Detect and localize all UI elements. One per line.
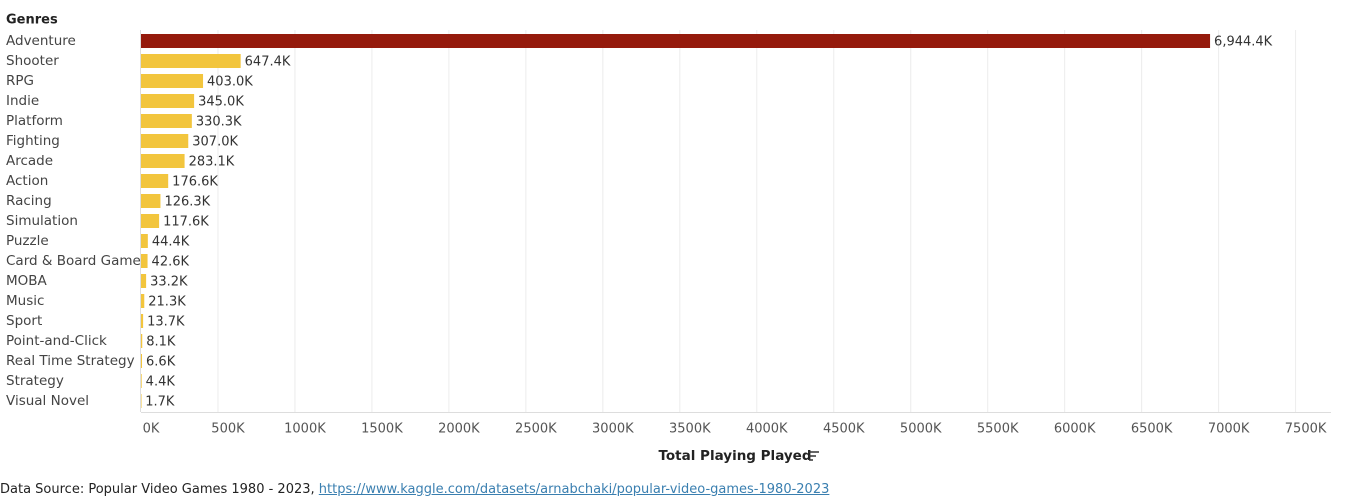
category-label: Action (6, 173, 48, 189)
value-label: 176.6K (172, 175, 218, 190)
category-label: Point-and-Click (6, 333, 107, 349)
value-label: 33.2K (150, 275, 188, 290)
x-tick-label: 2500K (515, 422, 557, 437)
category-axis-title: Genres (6, 13, 58, 28)
category-label: Adventure (6, 33, 76, 49)
value-label: 345.0K (198, 95, 244, 110)
category-label: MOBA (6, 273, 48, 289)
bar (141, 194, 161, 208)
bar (141, 394, 142, 408)
bar (141, 154, 185, 168)
bar (141, 74, 204, 88)
bar (141, 54, 241, 68)
category-label: Sport (6, 313, 42, 329)
value-label: 1.7K (145, 395, 175, 410)
category-label: Puzzle (6, 233, 49, 249)
category-label: Visual Novel (6, 393, 89, 409)
bar (141, 174, 169, 188)
bar (141, 294, 145, 308)
bar (141, 334, 143, 348)
bar (141, 314, 144, 328)
category-label: Arcade (6, 153, 53, 169)
category-label: Indie (6, 93, 39, 109)
x-tick-label: 500K (211, 422, 245, 437)
value-label: 330.3K (196, 115, 242, 130)
category-label: Shooter (6, 53, 59, 69)
category-label: Real Time Strategy (6, 353, 135, 369)
x-tick-label: 6000K (1054, 422, 1096, 437)
value-label: 4.4K (146, 375, 176, 390)
value-label: 307.0K (192, 135, 238, 150)
value-label: 44.4K (152, 235, 190, 250)
x-tick-label: 5000K (900, 422, 942, 437)
bar (141, 374, 142, 388)
x-tick-label: 6500K (1131, 422, 1173, 437)
x-tick-label: 3500K (669, 422, 711, 437)
x-tick-label: 0K (143, 422, 160, 437)
source-label: Data Source: (0, 482, 85, 497)
bar (141, 254, 148, 268)
x-tick-label: 7000K (1208, 422, 1250, 437)
x-tick-label: 3000K (592, 422, 634, 437)
x-tick-label: 1500K (361, 422, 403, 437)
bar (141, 134, 189, 148)
value-label: 6.6K (146, 355, 176, 370)
category-label: Strategy (6, 373, 64, 389)
sort-icon[interactable] (809, 451, 819, 461)
category-label: Fighting (6, 133, 60, 149)
footer: Data Source: Popular Video Games 1980 - … (0, 482, 829, 497)
bar (141, 214, 160, 228)
x-tick-label: 2000K (438, 422, 480, 437)
value-label: 13.7K (147, 315, 185, 330)
value-label: 42.6K (152, 255, 190, 270)
x-tick-label: 4500K (823, 422, 865, 437)
category-label: Racing (6, 193, 52, 209)
x-tick-label: 7500K (1285, 422, 1327, 437)
x-tick-label: 5500K (977, 422, 1019, 437)
chart: Genres Total Playing Played 0K 500K 1000K 1… (6, 13, 1331, 464)
source-link[interactable]: https://www.kaggle.com/datasets/arnabcha… (318, 482, 830, 497)
bar (141, 94, 195, 108)
bar (141, 274, 147, 288)
bar (141, 354, 143, 368)
value-label: 8.1K (146, 335, 176, 350)
category-label: RPG (6, 73, 34, 89)
value-label: 117.6K (163, 215, 209, 230)
value-label: 21.3K (148, 295, 186, 310)
x-tick-label: 1000K (284, 422, 326, 437)
category-label: Platform (6, 113, 63, 129)
value-label: 403.0K (207, 75, 253, 90)
value-label: 6,944.4K (1214, 35, 1273, 50)
value-label: 126.3K (164, 195, 210, 210)
bar (141, 234, 148, 248)
value-label: 647.4K (245, 55, 291, 70)
x-tick-label: 4000K (746, 422, 788, 437)
category-label: Simulation (6, 213, 78, 229)
bar (141, 34, 1211, 48)
source-name: Popular Video Games 1980 - 2023, (88, 482, 315, 497)
value-label: 283.1K (189, 155, 235, 170)
category-label: Music (6, 293, 44, 309)
bar (141, 114, 192, 128)
category-label: Card & Board Game (6, 253, 141, 269)
x-axis-title: Total Playing Played (658, 448, 811, 464)
